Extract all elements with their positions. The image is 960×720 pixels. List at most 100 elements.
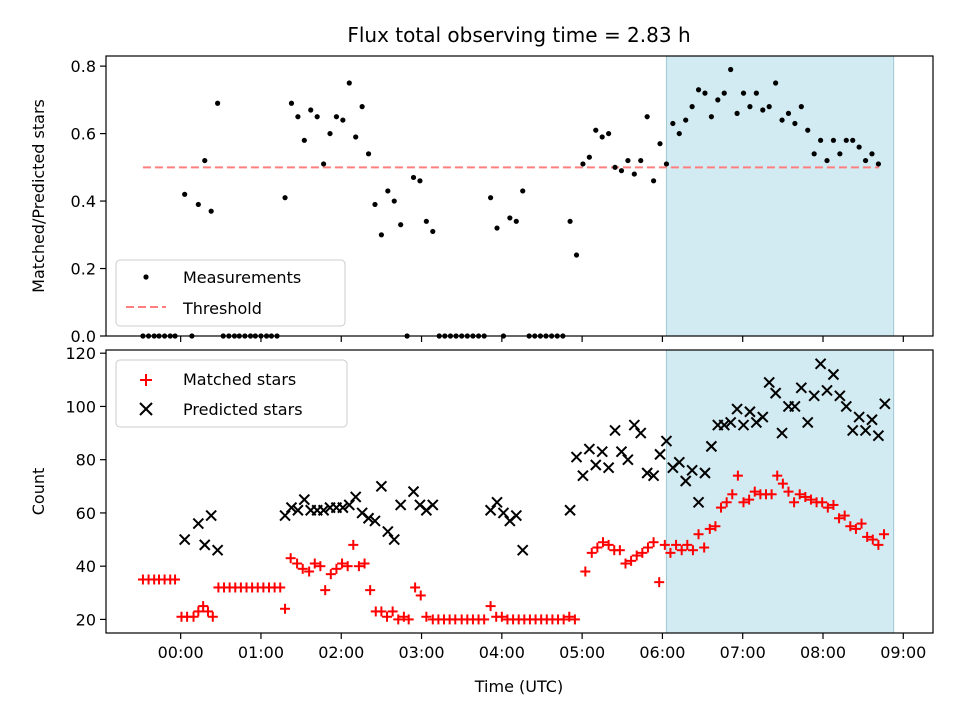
matched-star-point <box>642 542 653 553</box>
matched-star-point <box>348 539 359 550</box>
matched-star-point <box>415 590 426 601</box>
measurement-point <box>398 222 404 228</box>
matched-star-point <box>738 497 749 508</box>
ratio-panel: 0.00.20.40.60.8 Matched/Predicted stars … <box>29 55 934 346</box>
matched-star-point <box>772 470 783 481</box>
measurement-point <box>862 157 869 164</box>
matched-star-point <box>716 502 727 513</box>
matched-star-point <box>342 561 353 572</box>
predicted-star-point <box>744 406 756 418</box>
ratio-y-axis-label: Matched/Predicted stars <box>29 99 48 293</box>
matched-star-point <box>693 529 704 540</box>
measurement-point <box>734 110 740 116</box>
matched-star-point <box>789 497 800 508</box>
matched-star-point <box>564 611 575 622</box>
predicted-star-point <box>879 398 891 410</box>
matched-star-point <box>631 550 642 561</box>
predicted-star-point <box>337 501 349 514</box>
matched-star-point <box>193 606 204 617</box>
matched-star-point <box>654 577 665 588</box>
matched-star-point <box>603 539 614 550</box>
measurement-point <box>333 114 340 120</box>
measurement-point <box>599 134 605 140</box>
predicted-star-point <box>821 384 833 397</box>
measurement-point <box>875 161 882 167</box>
measurement-point <box>753 90 759 96</box>
measurement-point <box>638 157 644 164</box>
measurement-point <box>195 201 201 208</box>
ratio-y-tick-label: 0.6 <box>71 125 96 144</box>
matched-star-point <box>614 545 625 556</box>
measurement-point <box>869 151 875 157</box>
matched-star-point <box>800 491 811 502</box>
matched-star-point <box>598 537 609 548</box>
measurement-point <box>520 188 526 194</box>
ratio-y-tick-label: 0.4 <box>71 192 96 211</box>
predicted-star-point <box>285 501 298 514</box>
predicted-star-point <box>834 390 846 402</box>
matched-star-point <box>727 489 738 500</box>
measurement-point <box>683 117 689 123</box>
measurement-point <box>631 171 637 177</box>
measurement-point <box>593 127 599 133</box>
matched-star-point <box>382 611 393 622</box>
predicted-star-point <box>769 387 782 399</box>
predicted-stars-legend-marker <box>139 402 153 416</box>
matched-star-point <box>873 539 884 550</box>
matched-star-point <box>188 611 199 622</box>
ratio-legend: Measurements Threshold <box>115 259 346 327</box>
matched-star-point <box>198 601 209 612</box>
measurement-point <box>824 157 830 164</box>
measurement-point <box>295 114 301 120</box>
matched-star-point <box>592 542 603 553</box>
x-tick-label: 05:00 <box>559 643 605 662</box>
matched-star-point <box>558 614 569 625</box>
matched-star-point <box>850 523 861 534</box>
matched-star-point <box>805 494 816 505</box>
counts-y-tick-label: 60 <box>76 504 96 523</box>
matched-star-point <box>659 539 670 550</box>
matched-star-point <box>828 499 839 510</box>
matched-star-point <box>309 558 320 569</box>
measurement-point <box>618 168 625 174</box>
measurement-point <box>359 104 365 110</box>
matched-stars-legend-label: Matched stars <box>183 370 296 389</box>
matched-star-point <box>637 547 648 558</box>
matched-star-point <box>834 513 845 524</box>
predicted-star-point <box>686 464 698 477</box>
x-tick-label: 01:00 <box>238 643 284 662</box>
matched-star-point <box>626 555 637 566</box>
predicted-star-point <box>654 448 666 461</box>
matched-star-point <box>337 558 348 569</box>
predicted-star-point <box>590 459 602 471</box>
measurement-point <box>487 195 494 201</box>
counts-y-tick-label: 120 <box>65 344 96 363</box>
counts-y-axis-label: Count <box>29 468 48 516</box>
counts-y-tick-label: 100 <box>65 397 96 416</box>
measurement-point <box>372 201 378 208</box>
matched-star-point <box>410 582 421 593</box>
measurement-point <box>573 252 580 258</box>
predicted-star-point <box>814 358 827 370</box>
predicted-star-point <box>718 419 730 431</box>
predicted-star-point <box>211 544 224 556</box>
measurement-point <box>308 107 314 113</box>
predicted-star-point <box>660 435 673 447</box>
predicted-star-point <box>853 411 865 423</box>
predicted-star-point <box>199 539 211 551</box>
predicted-star-point <box>673 456 685 469</box>
matched-star-point <box>580 566 591 577</box>
predicted-star-point <box>795 382 808 394</box>
measurement-point <box>715 97 721 103</box>
measurements-legend-marker <box>143 274 149 280</box>
predicted-star-point <box>679 475 692 487</box>
predicted-star-point <box>840 400 852 413</box>
matched-star-point <box>879 529 890 540</box>
measurement-point <box>798 104 804 110</box>
predicted-star-point <box>763 376 775 389</box>
measurement-point <box>391 198 397 204</box>
x-tick-label: 00:00 <box>158 643 204 662</box>
measurement-point <box>843 137 849 143</box>
matched-star-point <box>744 494 755 505</box>
